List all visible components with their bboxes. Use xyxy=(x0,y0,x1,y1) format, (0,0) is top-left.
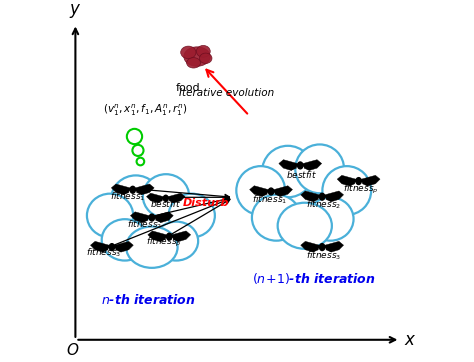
Polygon shape xyxy=(160,236,165,242)
Polygon shape xyxy=(313,195,319,202)
Text: $fitness_3$: $fitness_3$ xyxy=(306,249,341,262)
Ellipse shape xyxy=(87,194,133,237)
Polygon shape xyxy=(322,241,344,252)
Ellipse shape xyxy=(322,166,371,215)
Polygon shape xyxy=(173,236,178,242)
Polygon shape xyxy=(146,193,166,203)
Polygon shape xyxy=(155,216,161,223)
Ellipse shape xyxy=(184,47,210,66)
Polygon shape xyxy=(148,231,169,242)
Text: $fitness_1$: $fitness_1$ xyxy=(252,194,288,206)
Ellipse shape xyxy=(319,244,325,251)
Text: $fitness_2$: $fitness_2$ xyxy=(306,199,341,211)
Ellipse shape xyxy=(265,162,344,232)
Ellipse shape xyxy=(268,188,273,195)
Polygon shape xyxy=(349,180,355,186)
Polygon shape xyxy=(250,186,271,197)
Polygon shape xyxy=(300,160,322,171)
Ellipse shape xyxy=(130,186,136,193)
Ellipse shape xyxy=(237,166,285,215)
Ellipse shape xyxy=(143,174,189,218)
Ellipse shape xyxy=(149,214,155,221)
Text: $fitness_1$: $fitness_1$ xyxy=(110,190,145,203)
Ellipse shape xyxy=(196,46,210,57)
Ellipse shape xyxy=(109,244,115,251)
Polygon shape xyxy=(304,164,310,171)
Polygon shape xyxy=(322,191,344,202)
Ellipse shape xyxy=(181,46,196,59)
Polygon shape xyxy=(291,164,296,171)
Ellipse shape xyxy=(155,222,198,261)
Polygon shape xyxy=(271,186,292,197)
Text: $bestfit$: $bestfit$ xyxy=(150,198,181,209)
Polygon shape xyxy=(301,191,322,202)
Text: $(v_1^n, x_1^n, f_1, A_1^n, r_1^n)$: $(v_1^n, x_1^n, f_1, A_1^n, r_1^n)$ xyxy=(103,103,188,118)
Polygon shape xyxy=(137,189,142,195)
Polygon shape xyxy=(166,193,185,203)
Text: $x$: $x$ xyxy=(404,331,416,349)
Polygon shape xyxy=(326,246,331,252)
Text: $bestfit$: $bestfit$ xyxy=(286,169,317,180)
Ellipse shape xyxy=(187,58,201,68)
Polygon shape xyxy=(112,241,133,252)
Ellipse shape xyxy=(298,162,303,169)
Text: $O$: $O$ xyxy=(66,341,79,358)
Text: Disturb: Disturb xyxy=(182,198,229,207)
Polygon shape xyxy=(116,246,121,252)
Ellipse shape xyxy=(278,203,332,249)
Polygon shape xyxy=(133,184,154,195)
Ellipse shape xyxy=(115,190,189,253)
Polygon shape xyxy=(313,246,319,252)
Polygon shape xyxy=(130,212,152,223)
Polygon shape xyxy=(301,241,322,252)
Polygon shape xyxy=(143,216,148,223)
Ellipse shape xyxy=(164,195,168,201)
Ellipse shape xyxy=(166,233,172,240)
Polygon shape xyxy=(337,175,359,186)
Polygon shape xyxy=(279,160,300,171)
Ellipse shape xyxy=(262,146,314,197)
Text: $(n\!+\!1)$-th iteration: $(n\!+\!1)$-th iteration xyxy=(252,272,375,286)
Ellipse shape xyxy=(102,219,148,261)
Text: $fitness_p$: $fitness_p$ xyxy=(343,183,378,196)
Text: $n$-th iteration: $n$-th iteration xyxy=(101,293,196,307)
Polygon shape xyxy=(157,197,162,203)
Ellipse shape xyxy=(126,227,178,268)
Ellipse shape xyxy=(252,195,301,241)
Polygon shape xyxy=(91,241,112,252)
Text: $y$: $y$ xyxy=(69,2,82,20)
Ellipse shape xyxy=(319,193,325,200)
Text: food: food xyxy=(176,83,201,93)
Polygon shape xyxy=(103,246,108,252)
Text: Iterative evolution: Iterative evolution xyxy=(179,88,274,98)
Ellipse shape xyxy=(169,194,215,237)
Ellipse shape xyxy=(295,144,344,193)
Text: $fitness_p$: $fitness_p$ xyxy=(146,236,182,249)
Ellipse shape xyxy=(308,197,354,241)
Polygon shape xyxy=(169,197,174,203)
Text: $fitness_3$: $fitness_3$ xyxy=(85,247,121,259)
Polygon shape xyxy=(111,184,133,195)
Polygon shape xyxy=(262,190,267,197)
Polygon shape xyxy=(124,189,129,195)
Ellipse shape xyxy=(356,178,361,185)
Polygon shape xyxy=(169,231,191,242)
Ellipse shape xyxy=(200,53,212,63)
Ellipse shape xyxy=(111,176,160,222)
Polygon shape xyxy=(275,190,280,197)
Polygon shape xyxy=(326,195,331,202)
Polygon shape xyxy=(363,180,368,186)
Text: $fitness_2$: $fitness_2$ xyxy=(128,218,163,231)
Polygon shape xyxy=(359,175,380,186)
Polygon shape xyxy=(152,212,173,223)
